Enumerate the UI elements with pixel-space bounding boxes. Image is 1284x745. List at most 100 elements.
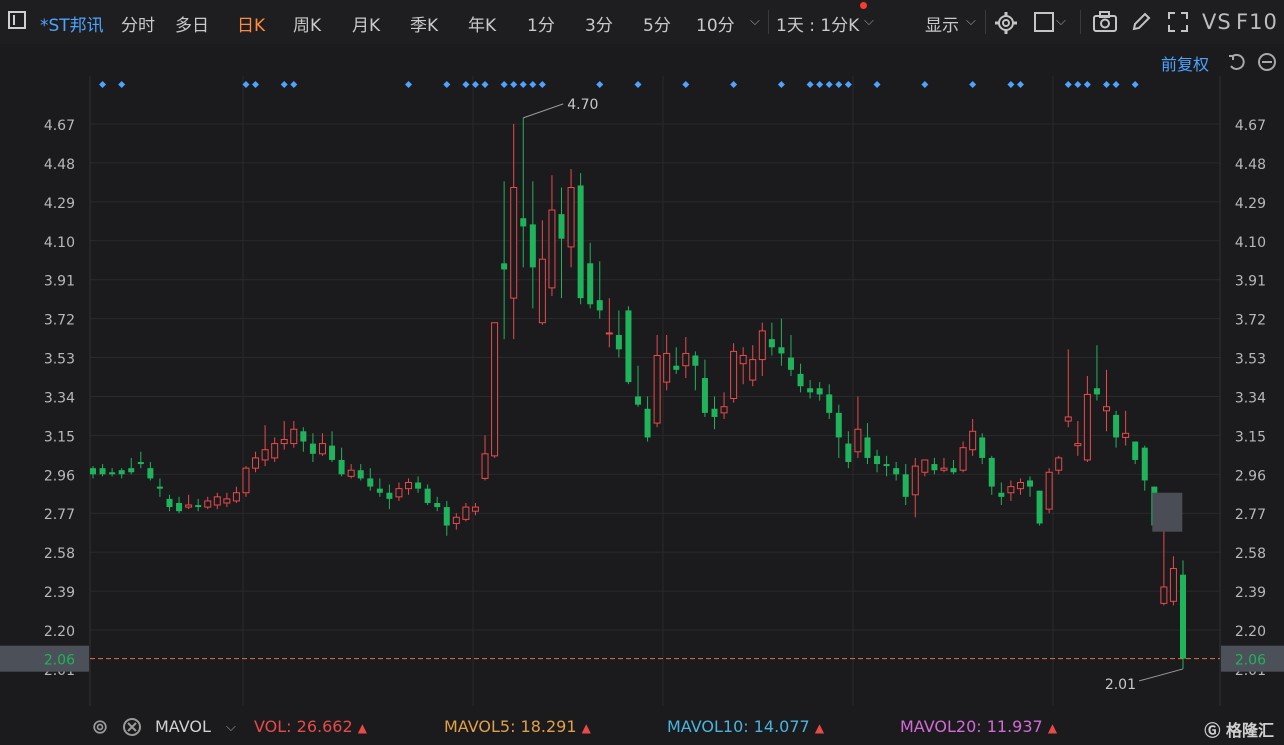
tab-multiday[interactable]: 多日 — [175, 16, 209, 36]
event-marker-icon — [1083, 81, 1091, 88]
y-tick-label-left: 4.10 — [44, 235, 75, 251]
sidebar-toggle-icon[interactable] — [8, 11, 26, 29]
candle-body-down — [386, 492, 393, 499]
candle-body-down — [357, 470, 364, 479]
candle-body-up — [462, 506, 470, 520]
candle-body-up — [510, 187, 518, 299]
camera-icon[interactable] — [1092, 11, 1118, 33]
candle-body-up — [223, 498, 231, 504]
y-tick-label-left: 2.96 — [44, 468, 75, 484]
candle-body-down — [529, 224, 536, 268]
candle-body-down — [797, 373, 804, 387]
candle-body-down — [156, 486, 163, 489]
event-marker-icon — [1064, 81, 1072, 88]
candle-body-up — [185, 504, 193, 508]
tab-3min[interactable]: 3分 — [585, 16, 613, 36]
candle-body-up — [491, 322, 499, 457]
candle-body-down — [874, 455, 881, 465]
vs-button[interactable]: VS — [1202, 10, 1232, 34]
candle-body-down — [807, 388, 814, 393]
display-menu[interactable]: 显示 — [925, 16, 959, 36]
y-tick-label-right: 4.67 — [1235, 118, 1266, 134]
candle-body-down — [501, 263, 508, 270]
candle-body-down — [778, 347, 785, 354]
candle-body-down — [443, 507, 450, 526]
y-tick-label-left: 2.20 — [44, 624, 75, 640]
candle-body-down — [147, 468, 154, 479]
y-tick-label-right: 3.15 — [1235, 429, 1266, 445]
y-tick-label-right: 2.77 — [1235, 507, 1266, 523]
stock-title[interactable]: *ST邦讯 — [40, 16, 104, 36]
candle-body-up — [452, 516, 460, 524]
event-marker-icon — [462, 81, 470, 88]
divider — [768, 10, 769, 34]
tab-1min[interactable]: 1分 — [527, 16, 555, 36]
candle-body-down — [864, 437, 871, 458]
tab-10min[interactable]: 10分 — [696, 16, 735, 36]
candle-body-up — [1016, 482, 1024, 490]
candle-body-up — [1160, 586, 1168, 604]
candle-body-up — [290, 428, 298, 445]
candle-body-up — [969, 430, 977, 451]
indicator-selector[interactable]: MAVOL — [155, 717, 211, 736]
candle-body-down — [893, 468, 900, 475]
undo-icon[interactable] — [1227, 52, 1247, 72]
candle-body-down — [1036, 490, 1043, 524]
candle-body-down — [195, 505, 202, 508]
tab-daily-k[interactable]: 日K — [237, 16, 266, 36]
candle-body-down — [90, 468, 96, 475]
adjust-mode-button[interactable]: 前复权 — [1160, 55, 1209, 74]
close-icon[interactable] — [122, 717, 142, 737]
gear-icon[interactable] — [90, 717, 110, 737]
y-tick-label-right: 2.39 — [1235, 585, 1266, 601]
candle-body-up — [242, 467, 250, 494]
candle-body-up — [318, 443, 326, 455]
event-marker-icon — [1016, 81, 1024, 88]
divider — [985, 10, 986, 34]
candlestick-chart[interactable]: 4.67 4.67 4.48 4.48 4.29 4.29 4.10 4.10 3.91 3.91… — [0, 76, 1284, 706]
square-icon[interactable] — [1034, 12, 1054, 32]
f10-button[interactable]: F10 — [1236, 10, 1278, 34]
chevron-down-icon[interactable]: ⌵ — [864, 14, 874, 29]
candle-body-down — [826, 394, 833, 413]
candle-body-up — [405, 482, 413, 490]
interval-selector[interactable]: 1天 : 1分K — [776, 16, 860, 36]
candle-body-down — [176, 502, 183, 512]
candle-body-down — [711, 408, 718, 417]
chevron-down-icon[interactable]: ⌵ — [966, 14, 976, 29]
tab-yearly-k[interactable]: 年K — [468, 16, 497, 36]
candle-body-up — [1083, 393, 1091, 461]
candle-body-down — [109, 472, 116, 475]
candle-body-up — [252, 457, 260, 469]
candle-body-up — [567, 187, 575, 248]
candle-body-down — [415, 482, 422, 489]
mavol5-value: MAVOL5: 18.291 ▲ — [444, 717, 591, 736]
chevron-down-icon[interactable]: ⌵ — [750, 14, 760, 29]
candle-body-down — [1132, 441, 1139, 460]
pencil-icon[interactable] — [1130, 11, 1152, 33]
tab-quarterly-k[interactable]: 季K — [410, 16, 439, 36]
chevron-down-icon[interactable]: ⌵ — [226, 720, 236, 735]
candle-body-up — [854, 428, 862, 453]
tab-monthly-k[interactable]: 月K — [352, 16, 381, 36]
y-tick-label-right: 3.34 — [1235, 390, 1266, 406]
candle-body-down — [1113, 414, 1120, 438]
zoom-out-icon[interactable] — [1257, 52, 1277, 72]
candle-body-down — [166, 498, 173, 508]
tab-intraday[interactable]: 分时 — [121, 16, 155, 36]
y-tick-label-left: 4.48 — [44, 157, 75, 173]
last-price-label-left: 2.06 — [44, 653, 75, 669]
gear-icon[interactable] — [994, 11, 1018, 35]
event-marker-icon — [816, 81, 824, 88]
event-marker-icon — [99, 81, 107, 88]
candle-body-up — [538, 258, 546, 324]
candle-body-down — [434, 502, 441, 508]
notification-dot — [860, 2, 867, 9]
tab-5min[interactable]: 5分 — [643, 16, 671, 36]
fullscreen-icon[interactable] — [1167, 11, 1189, 33]
candle-body-up — [921, 459, 929, 473]
tab-weekly-k[interactable]: 周K — [293, 16, 322, 36]
candle-body-down — [577, 185, 584, 299]
candle-body-down — [1180, 574, 1186, 659]
chevron-down-icon[interactable]: ⌵ — [1056, 14, 1066, 29]
